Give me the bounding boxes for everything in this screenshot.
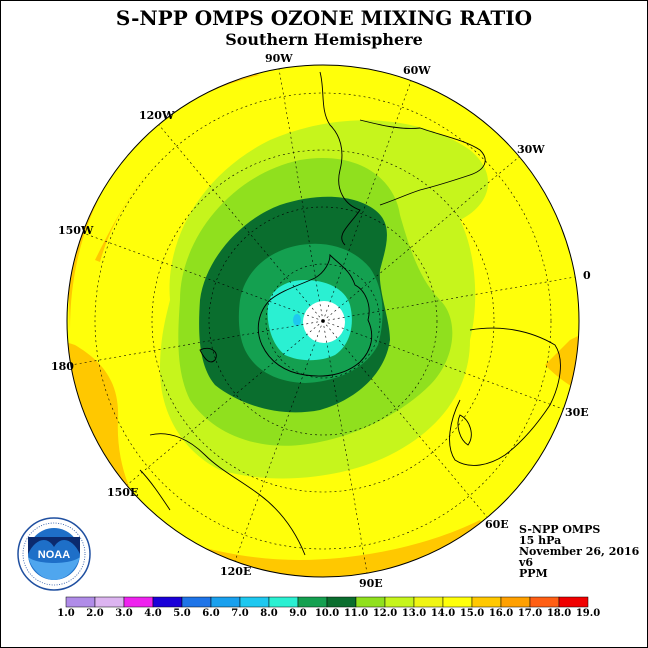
lon-label-120e: 120E (220, 565, 252, 578)
colorbar-cell (558, 596, 589, 608)
colorbar-tick-label: 19.0 (575, 608, 601, 619)
lon-label-30e: 30E (565, 406, 589, 419)
coast-madagascar (457, 414, 472, 446)
colorbar-tick-label: 3.0 (115, 608, 133, 619)
lat-circle-80 (265, 263, 381, 379)
info-block: S-NPP OMPS 15 hPa November 26, 2016 v6 P… (519, 524, 639, 579)
coast-south-america (319, 71, 361, 246)
lon-label-180: 180 (51, 360, 74, 373)
colorbar-cell (326, 596, 357, 608)
coastlines (139, 71, 561, 556)
colorbar-tick-label: 4.0 (144, 608, 162, 619)
info-instrument: S-NPP OMPS (519, 523, 601, 536)
lat-circle-40 (151, 149, 495, 493)
colorbar-tick-label: 1.0 (57, 608, 75, 619)
noaa-logo: NOAA (17, 517, 91, 591)
colorbar-cell (413, 596, 444, 608)
colorbar-tick-label: 8.0 (260, 608, 278, 619)
map-boundary (66, 64, 580, 578)
lon-label-150w: 150W (58, 224, 94, 237)
lat-circle-60 (208, 206, 438, 436)
field-15-16-w (95, 170, 150, 262)
colorbar-cell (210, 596, 241, 608)
coast-south-america-east (359, 119, 486, 206)
colorbar-cell (65, 596, 96, 608)
colorbar-cell (123, 596, 154, 608)
colorbar-cell (442, 596, 473, 608)
colorbar-tick-label: 6.0 (202, 608, 220, 619)
lon-label-90e: 90E (359, 577, 383, 590)
colorbar-cell (355, 596, 386, 608)
colorbar-tick-label: 11.0 (343, 608, 369, 619)
logo-ocean (28, 557, 80, 580)
logo-text: NOAA (38, 549, 70, 561)
logo-seagull (28, 537, 80, 554)
coast-south-africa (449, 327, 561, 466)
colorbar-tick-label: 13.0 (401, 608, 427, 619)
colorbar-tick-label: 12.0 (372, 608, 398, 619)
colorbar-cell (94, 596, 125, 608)
field-7-8 (293, 314, 301, 326)
colorbar-cell (500, 596, 531, 608)
colorbar-cell (239, 596, 270, 608)
colorbar-cells (65, 596, 589, 608)
colorbar-cell (297, 596, 328, 608)
colorbar-tick-label: 7.0 (231, 608, 249, 619)
colorbar-tick-label: 5.0 (173, 608, 191, 619)
coast-australia (149, 433, 306, 556)
map-title: S-NPP OMPS OZONE MIXING RATIO (115, 6, 533, 30)
colorbar-tick-label: 17.0 (517, 608, 543, 619)
south-pole-marker (321, 319, 325, 323)
colorbar-cell (529, 596, 560, 608)
colorbar-tick-label: 15.0 (459, 608, 485, 619)
colorbar-cell (384, 596, 415, 608)
info-version: v6 (519, 556, 534, 569)
colorbar-cell (152, 596, 183, 608)
colorbar-cell (181, 596, 212, 608)
map-subtitle: Southern Hemisphere (225, 30, 423, 49)
lat-circle-20 (94, 92, 552, 550)
colorbar-tick-label: 18.0 (546, 608, 572, 619)
lon-label-30w: 30W (517, 143, 545, 156)
info-pressure-level: 15 hPa (519, 534, 562, 547)
logo-ring-lettering (22, 522, 86, 586)
coast-island-ross (199, 347, 217, 363)
colorbar-cell (471, 596, 502, 608)
colorbar-tick-label: 9.0 (289, 608, 307, 619)
coast-new-zealand (139, 469, 171, 511)
colorbar-tick-label: 2.0 (86, 608, 104, 619)
lon-label-60e: 60E (485, 518, 509, 531)
lon-label-150e: 150E (107, 486, 139, 499)
latitude-circles (94, 92, 552, 550)
lon-label-120w: 120W (139, 109, 175, 122)
coast-antarctica (257, 253, 373, 377)
lon-label-90w: 90W (265, 52, 293, 65)
info-units: PPM (519, 567, 548, 580)
colorbar-tick-label: 16.0 (488, 608, 514, 619)
colorbar-cell (268, 596, 299, 608)
lon-label-0: 0 (583, 269, 591, 282)
colorbar-tick-label: 14.0 (430, 608, 456, 619)
info-date: November 26, 2016 (519, 545, 640, 558)
colorbar-tick-label: 10.0 (314, 608, 340, 619)
lon-label-60w: 60W (403, 64, 431, 77)
